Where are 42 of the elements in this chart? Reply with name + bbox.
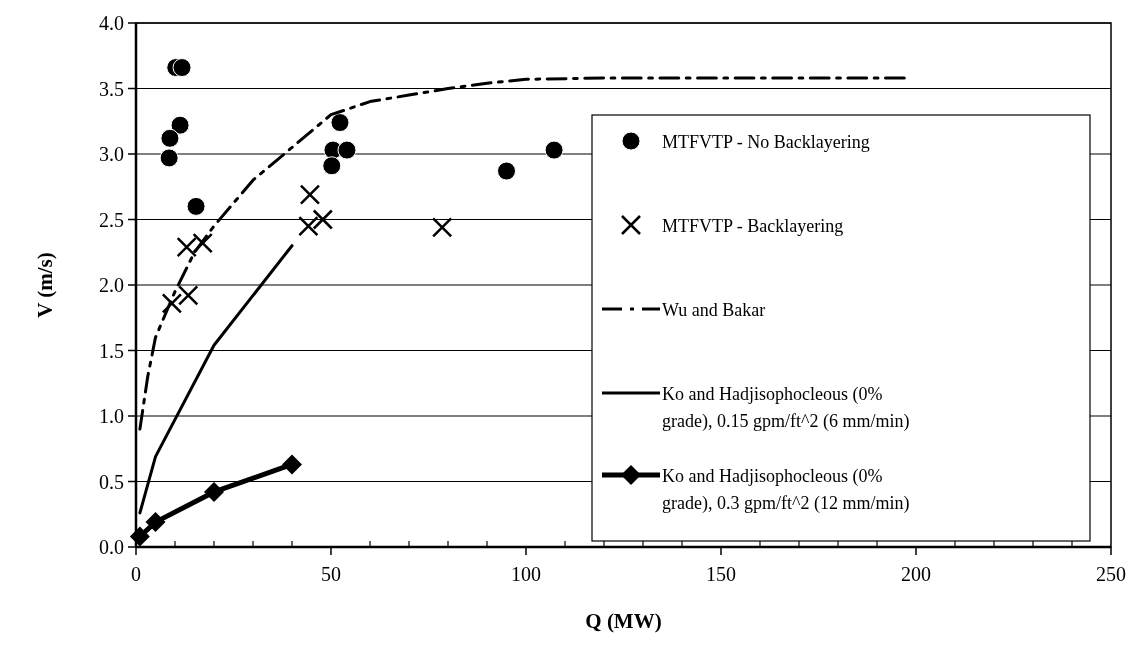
point [337,140,357,160]
legend-label: Wu and Bakar [662,300,766,320]
point [160,128,180,148]
y-tick-label: 0.5 [99,470,124,493]
legend-label: Ko and Hadjisophocleous (0% grade), 0.15 gpm/ft^2 (6 mm/min) [662,384,910,432]
y-tick-label: 2.5 [99,208,124,231]
x-tick-label: 250 [1096,563,1126,585]
y-axis-title: V (m/s) [33,252,57,318]
point [299,184,321,205]
x-tick-label: 100 [511,563,541,585]
point [159,148,179,168]
x-tick-label: 0 [131,563,141,585]
point [544,140,564,160]
y-tick-label: 0.0 [99,536,124,558]
point [431,217,453,238]
x-tick-label: 50 [321,563,341,585]
legend-label: Ko and Hadjisophocleous (0% grade), 0.3 gpm/ft^2 (12 mm/min) [662,466,910,514]
y-tick-label: 2.0 [99,274,124,296]
point [322,156,342,176]
point [178,285,199,306]
legend-label: MTFVTP - Backlayering [662,216,844,236]
point [204,481,224,502]
y-tick-label: 3.5 [99,77,124,100]
point [129,526,150,547]
y-tick-label: 3.0 [99,143,124,165]
y-tick-label: 1.5 [99,339,124,362]
y-tick-label: 4.0 [99,12,124,34]
x-tick-label: 150 [706,563,736,585]
point [172,58,192,78]
x-axis-title: Q (MW) [585,609,662,633]
point [170,115,190,135]
point [161,293,183,314]
x-tick-label: 200 [901,563,931,585]
point [145,512,166,533]
point [282,454,302,475]
point [497,161,516,181]
point [312,209,334,230]
point [298,215,319,237]
y-tick-label: 1.0 [99,405,124,427]
point [186,196,206,216]
point [330,113,350,133]
legend-label: MTFVTP - No Backlayering [662,132,870,152]
